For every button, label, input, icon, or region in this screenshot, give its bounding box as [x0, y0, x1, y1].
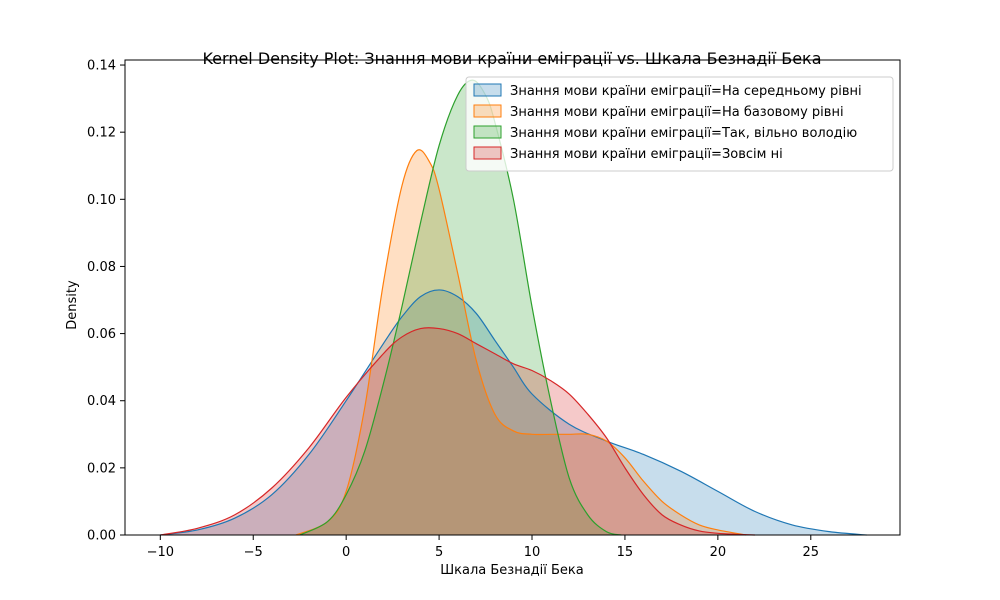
y-tick-label: 0.08 [87, 260, 116, 275]
density-area-series-1 [160, 289, 867, 535]
legend-label: Знання мови країни еміграції=Так, вільно… [510, 126, 857, 141]
legend-label: Знання мови країни еміграції=На базовому… [510, 105, 844, 120]
y-tick-label: 0.10 [87, 193, 116, 208]
density-line-series-1 [160, 289, 867, 536]
y-tick-label: 0.00 [87, 529, 116, 544]
legend-item: Знання мови країни еміграції=На базовому… [473, 104, 844, 120]
axes: −10 −5 0 5 10 15 20 25 0.00 0.02 0.04 0.06 0.08 0.10 0… [87, 59, 901, 560]
y-tick-label: 0.12 [87, 126, 116, 141]
legend-swatch [473, 146, 502, 160]
x-axis-title: Шкала Безнадії Бека [440, 563, 584, 578]
y-tick-label: 0.04 [87, 394, 116, 409]
y-axis-title: Density [65, 280, 80, 330]
y-tick-label: 0.02 [87, 461, 116, 476]
y-tick-label: 0.14 [87, 59, 116, 74]
legend: Знання мови країни еміграції=На середньо… [465, 76, 894, 172]
x-tick-label: 0 [342, 545, 350, 560]
density-area-series-3 [299, 80, 622, 535]
legend-frame [465, 76, 894, 172]
legend-label: Знання мови країни еміграції=Зовсім ні [510, 147, 783, 162]
x-tick-label: −10 [147, 545, 174, 560]
density-line-series-4 [160, 327, 756, 536]
density-area-series-4 [160, 327, 756, 535]
y-tick-label: 0.06 [87, 327, 116, 342]
density-line-series-2 [295, 149, 746, 536]
density-fills [160, 80, 867, 535]
legend-item: Знання мови країни еміграції=На середньо… [473, 83, 862, 99]
x-tick-label: 10 [524, 545, 541, 560]
x-tick-label: −5 [244, 545, 263, 560]
legend-item: Знання мови країни еміграції=Так, вільно… [473, 125, 857, 141]
density-area-series-2 [295, 149, 746, 535]
legend-item: Знання мови країни еміграції=Зовсім ні [473, 146, 783, 162]
x-tick-label: 15 [617, 545, 634, 560]
plot-frame [124, 59, 901, 536]
plot-area [160, 79, 867, 536]
x-tick-label: 20 [710, 545, 727, 560]
chart-title: Kernel Density Plot: Знання мови країни … [202, 49, 821, 68]
legend-swatch [473, 83, 502, 97]
legend-swatch [473, 104, 502, 118]
x-tick-label: 5 [435, 545, 443, 560]
x-tick-label: 25 [803, 545, 820, 560]
legend-swatch [473, 125, 502, 139]
legend-label: Знання мови країни еміграції=На середньо… [510, 84, 862, 99]
